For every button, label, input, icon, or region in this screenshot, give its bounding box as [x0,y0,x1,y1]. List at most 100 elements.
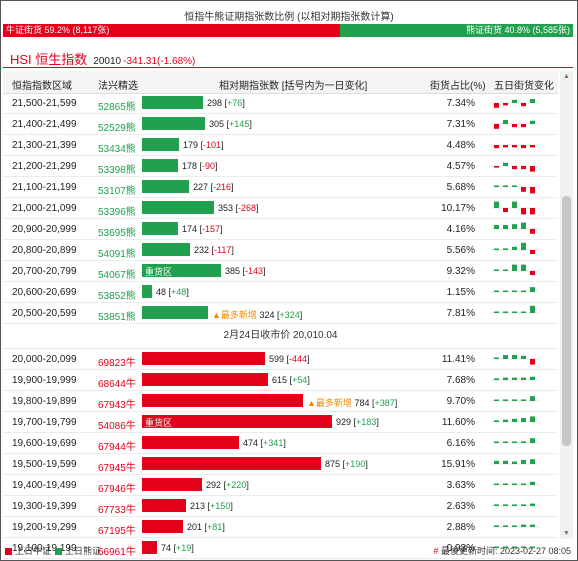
spark-bar [503,441,508,443]
table-row[interactable]: 20,700-20,799 54067熊 重货区 385 [-143] 9.32% [3,261,558,282]
warrant-code-link[interactable]: 68644牛 [98,379,136,390]
table-row[interactable]: 21,000-21,099 53396熊 353 [-268] 10.17% [3,198,558,219]
scrollbar[interactable]: ▲ ▼ [560,71,573,539]
share-cell: 15.91% [441,459,475,470]
table-row[interactable]: 19,500-19,599 67945牛 875 [+190] 15.91% [3,454,558,475]
range-cell: 19,400-19,499 [12,480,77,491]
spark-bar [530,120,535,124]
contracts-number: 74 [161,543,172,553]
contracts-change: -117 [214,245,232,255]
table-row[interactable]: 19,100-19,199 66961牛 74 [+19] 0.93% [3,538,558,559]
spark-bar [503,483,508,485]
range-cell: 19,600-19,699 [12,438,77,449]
table-row[interactable]: 21,200-21,299 53398熊 178 [-90] 4.57% [3,156,558,177]
spark-bar [530,359,535,365]
warrant-code-link[interactable]: 54086牛 [98,421,136,432]
warrant-code-link[interactable]: 66961牛 [98,547,136,558]
spark-bar [503,248,508,250]
range-cell: 21,400-21,499 [12,119,77,130]
table-row[interactable]: 19,300-19,399 67733牛 213 [+150] 2.63% [3,496,558,517]
warrant-code-link[interactable]: 53396熊 [98,207,136,218]
five-day-sparkline [491,242,539,254]
scrollbar-thumb[interactable] [562,196,571,446]
header-range: 恒指指数区域 [12,81,72,92]
warrant-code-link[interactable]: 52865熊 [98,102,136,113]
warrant-code-link[interactable]: 53851熊 [98,312,136,323]
contracts-bar [142,520,183,533]
table-row[interactable]: 21,500-21,599 52865熊 298 [+76] 7.34% [3,93,558,114]
warrant-code-link[interactable]: 67195牛 [98,526,136,537]
hsi-name[interactable]: HSI 恒生指数 [10,52,88,67]
last-updated-label: 最後更新时间: 2023-02-27 08:05 [440,546,571,556]
table-row[interactable]: 20,500-20,599 53851熊 ▲最多新增 324 [+324] 7.81% [3,303,558,324]
warrant-code-link[interactable]: 69823牛 [98,358,136,369]
spark-bar [503,225,508,229]
contracts-number: 201 [187,522,203,532]
warrant-code-link[interactable]: 54091熊 [98,249,136,260]
range-cell: 21,200-21,299 [12,161,77,172]
five-day-sparkline [491,185,539,194]
table-row[interactable]: 19,800-19,899 67943牛 ▲最多新增 784 [+387] 9.70% [3,391,558,412]
contracts-bar [142,499,186,512]
contracts-bar [142,436,239,449]
table-row[interactable]: 20,000-20,099 69823牛 599 [-444] 11.41% [3,349,558,370]
table-row[interactable]: 21,300-21,399 53434熊 179 [-101] 4.48% [3,135,558,156]
spark-bar [503,162,508,166]
share-cell: 0.93% [446,543,475,554]
cbbc-table-body: 21,500-21,599 52865熊 298 [+76] 7.34% 21,400-… [3,93,558,559]
warrant-code-link[interactable]: 67945牛 [98,463,136,474]
warrant-code-link[interactable]: 52529熊 [98,123,136,134]
contracts-number: 615 [272,375,288,385]
contracts-change: -268 [238,203,257,213]
warrant-code-link[interactable]: 53107熊 [98,186,136,197]
five-day-sparkline [491,222,539,234]
contracts-number: 292 [206,480,222,490]
table-row[interactable]: 19,400-19,499 67946牛 292 [+220] 3.63% [3,475,558,496]
range-cell: 20,000-20,099 [12,354,77,365]
table-row[interactable]: 20,800-20,899 54091熊 232 [-117] 5.56% [3,240,558,261]
table-row[interactable]: 20,600-20,699 53852熊 48 [+48] 1.15% [3,282,558,303]
table-row[interactable]: 19,200-19,299 67195牛 201 [+81] 2.88% [3,517,558,538]
warrant-code-link[interactable]: 67733牛 [98,505,136,516]
scroll-up-arrow-icon[interactable]: ▲ [563,73,570,80]
share-cell: 11.41% [441,354,475,365]
contracts-value: 48 [+48] [156,287,189,297]
spark-bar [503,145,508,148]
table-row[interactable]: 21,100-21,199 53107熊 227 [-216] 5.68% [3,177,558,198]
warrant-code-link[interactable]: 54067熊 [98,270,136,281]
table-row[interactable]: 19,700-19,799 54086牛 重货区 929 [+183] 11.60% [3,412,558,433]
share-cell: 7.81% [446,308,475,319]
spark-bar [512,504,517,506]
range-cell: 19,700-19,799 [12,417,77,428]
warrant-code-link[interactable]: 53398熊 [98,165,136,176]
warrant-code-link[interactable]: 53695熊 [98,228,136,239]
spark-bar [521,222,526,229]
table-row[interactable]: 19,900-19,999 68644牛 615 [+54] 7.68% [3,370,558,391]
warrant-code-link[interactable]: 67943牛 [98,400,136,411]
table-row[interactable]: 19,600-19,699 67944牛 474 [+341] 6.16% [3,433,558,454]
spark-bar [512,377,517,380]
panel-title: 恒指牛熊证期指张数比例 (以相对期指张数计算) [184,12,394,23]
spark-bar [512,290,517,292]
warrant-code-link[interactable]: 53434熊 [98,144,136,155]
bear-ratio-segment: 熊证街货 40.8% (5,585张) [340,24,573,37]
contracts-value: 213 [+150] [190,501,233,511]
most-new-tag: ▲最多新增 [212,310,257,320]
table-row[interactable]: 20,900-20,999 53695熊 174 [-157] 4.16% [3,219,558,240]
warrant-code-link[interactable]: 53852熊 [98,291,136,302]
table-row[interactable]: 21,400-21,499 52529熊 305 [+145] 7.31% [3,114,558,135]
bull-swatch-icon [5,548,12,555]
warrant-code-link[interactable]: 67944牛 [98,442,136,453]
spark-bar [503,120,508,124]
share-cell: 7.31% [446,119,475,130]
share-cell: 4.48% [446,140,475,151]
scroll-down-arrow-icon[interactable]: ▼ [563,530,570,537]
spark-bar [530,166,535,172]
warrant-code-link[interactable]: 67946牛 [98,484,136,495]
range-cell: 20,600-20,699 [12,287,77,298]
spark-bar [503,290,508,292]
spark-bar [512,546,517,548]
contracts-number: 784 [354,398,370,408]
contracts-change: -216 [213,182,232,192]
spark-bar [521,546,526,548]
